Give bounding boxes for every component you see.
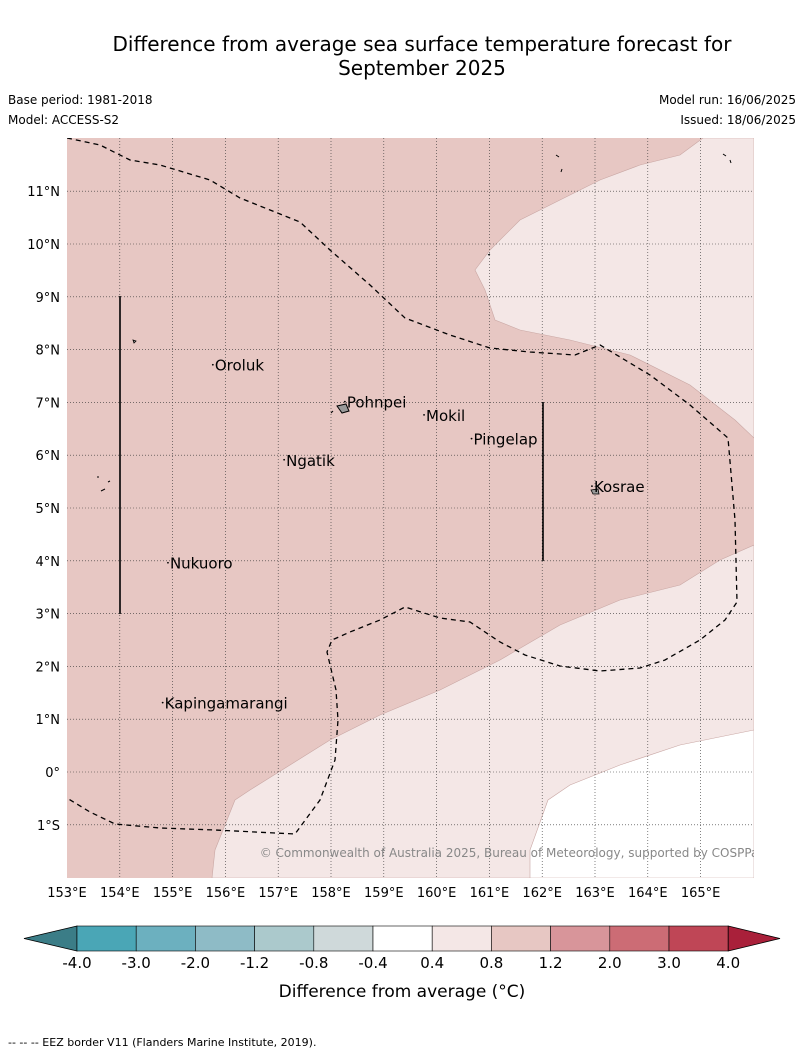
place-marker xyxy=(283,458,286,461)
place-label: Mokil xyxy=(426,407,465,425)
colorbar-bin xyxy=(313,925,374,952)
place-marker xyxy=(167,561,169,564)
colorbar-tick-label: -0.4 xyxy=(358,954,387,972)
latitude-tick-label: 3°N xyxy=(36,608,61,623)
colorbar-tick-label: 3.0 xyxy=(657,954,681,972)
longitude-tick-label: 164°E xyxy=(628,886,668,901)
title-line-2: September 2025 xyxy=(338,56,506,80)
colorbar-bin xyxy=(135,925,196,952)
base-period: Base period: 1981-2018 xyxy=(8,93,153,107)
longitude-tick-labels: 153°E 154°E 155°E 156°E 157°E 158°E 159°E 160°E… xyxy=(47,886,720,901)
latitude-tick-label: 1°S xyxy=(37,819,60,834)
colorbar-tick-label: -2.0 xyxy=(181,954,210,972)
latitude-tick-label: 1°N xyxy=(36,713,61,728)
model-name: Model: ACCESS-S2 xyxy=(8,113,120,127)
colorbar-label: Difference from average (°C) xyxy=(279,982,526,1002)
longitude-tick-label: 156°E xyxy=(206,886,246,901)
mild-anomaly-region-north xyxy=(474,138,754,439)
longitude-tick-label: 160°E xyxy=(417,886,457,901)
longitude-tick-label: 163°E xyxy=(575,886,615,901)
place-marker xyxy=(423,413,425,416)
colorbar: -4.0 -3.0 -2.0 -1.2 -0.8 -0.4 0.4 0.8 1.2 2.0 3.0 4… xyxy=(23,925,781,972)
eez-border-north xyxy=(67,138,738,835)
latitude-tick-label: 0° xyxy=(45,766,60,781)
map-area: Oroluk Pohnpei Mokil Pingelap Ngatik Kosrae Nu… xyxy=(67,138,765,878)
longitude-tick-label: 159°E xyxy=(364,886,404,901)
latitude-tick-label: 4°N xyxy=(36,555,61,570)
colorbar-bin xyxy=(254,925,315,952)
colorbar-bin xyxy=(668,925,729,952)
longitude-tick-label: 155°E xyxy=(153,886,193,901)
eez-footnote: -- -- -- EEZ border V11 (Flanders Marine… xyxy=(8,1036,317,1049)
latitude-tick-label: 7°N xyxy=(36,396,61,411)
place-marker xyxy=(343,400,346,403)
longitude-tick-label: 162°E xyxy=(522,886,562,901)
longitude-tick-label: 157°E xyxy=(258,886,298,901)
place-marker xyxy=(591,485,593,488)
colorbar-tick-label: 1.2 xyxy=(539,954,563,972)
latitude-tick-label: 11°N xyxy=(27,185,60,200)
place-label: Nukuoro xyxy=(170,555,233,573)
longitude-tick-label: 161°E xyxy=(470,886,510,901)
sst-anomaly-map: Oroluk Pohnpei Mokil Pingelap Ngatik Kosrae Nu… xyxy=(23,138,781,1002)
colorbar-bin xyxy=(195,925,255,952)
islet-west xyxy=(132,339,137,344)
place-label: Pohnpei xyxy=(347,394,407,412)
latitude-tick-label: 6°N xyxy=(36,449,61,464)
colorbar-tick-label: 0.8 xyxy=(479,954,503,972)
latitude-tick-label: 10°N xyxy=(27,238,60,253)
colorbar-tick-label: 0.4 xyxy=(420,954,444,972)
colorbar-bin xyxy=(491,925,551,952)
longitude-tick-label: 165°E xyxy=(681,886,721,901)
colorbar-tick-label: 2.0 xyxy=(598,954,622,972)
place-label: Kapingamarangi xyxy=(165,695,288,713)
colorbar-bin xyxy=(609,925,670,952)
place-marker xyxy=(470,437,473,440)
place-marker xyxy=(161,701,164,704)
latitude-tick-label: 8°N xyxy=(36,344,61,359)
place-label: Ngatik xyxy=(286,452,335,470)
longitude-tick-label: 153°E xyxy=(47,886,87,901)
pohnpei-island xyxy=(336,403,350,414)
kosrae-island xyxy=(590,488,600,495)
issued-date: Issued: 18/06/2025 xyxy=(680,113,796,127)
colorbar-under-arrow xyxy=(23,925,78,952)
colorbar-tick-label: -1.2 xyxy=(240,954,269,972)
neutral-region-south xyxy=(529,729,754,878)
colorbar-bin xyxy=(431,925,492,952)
longitude-tick-label: 154°E xyxy=(100,886,140,901)
place-label: Oroluk xyxy=(215,357,264,375)
place-marker xyxy=(211,363,214,366)
latitude-tick-label: 9°N xyxy=(36,291,61,306)
colorbar-tick-label: -3.0 xyxy=(122,954,151,972)
colorbar-bin xyxy=(550,925,611,952)
colorbar-tick-label: -0.8 xyxy=(299,954,328,972)
latitude-tick-label: 5°N xyxy=(36,502,61,517)
model-run: Model run: 16/06/2025 xyxy=(658,93,796,107)
longitude-tick-label: 158°E xyxy=(311,886,351,901)
colorbar-tick-label: -4.0 xyxy=(62,954,91,972)
latitude-tick-label: 2°N xyxy=(36,660,61,675)
place-label: Kosrae xyxy=(594,478,645,496)
title-line-1: Difference from average sea surface temp… xyxy=(112,32,732,56)
colorbar-over-arrow xyxy=(727,925,781,952)
colorbar-tick-label: 4.0 xyxy=(716,954,740,972)
colorbar-bin xyxy=(372,925,433,952)
chart-title: Difference from average sea surface temp… xyxy=(40,32,804,80)
place-labels: Oroluk Pohnpei Mokil Pingelap Ngatik Kosrae Nu… xyxy=(161,357,645,713)
small-islets xyxy=(97,153,732,492)
copyright-notice: © Commonwealth of Australia 2025, Bureau… xyxy=(260,846,765,860)
latitude-tick-labels: 11°N 10°N 9°N 8°N 7°N 6°N 5°N 4°N 3°N 2°N 1°N 0° 1°S xyxy=(27,185,60,834)
colorbar-bin xyxy=(76,925,137,952)
place-label: Pingelap xyxy=(474,431,538,449)
